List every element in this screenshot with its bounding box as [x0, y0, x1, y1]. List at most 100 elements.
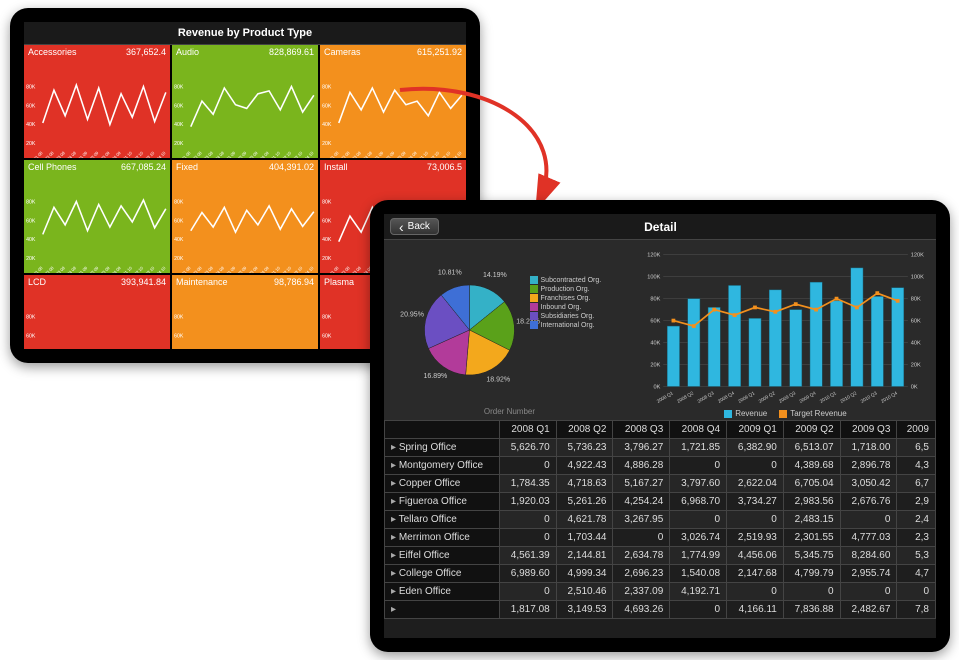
svg-text:60K: 60K — [174, 333, 184, 339]
svg-text:Q4 10: Q4 10 — [303, 150, 315, 158]
table-cell: 0 — [499, 583, 556, 601]
svg-text:Q2 10: Q2 10 — [281, 265, 293, 273]
svg-text:10.81%: 10.81% — [438, 269, 462, 276]
svg-text:Q4 08: Q4 08 — [65, 150, 77, 158]
svg-text:Q4 10: Q4 10 — [451, 150, 463, 158]
tile-cell-phones[interactable]: Cell Phones667,085.2420K40K60K80KQ1 08Q2… — [24, 160, 170, 273]
svg-text:Q3 08: Q3 08 — [54, 265, 66, 273]
svg-text:Q2 08: Q2 08 — [339, 265, 351, 273]
table-cell: 5,261.26 — [556, 493, 613, 511]
tile-label: Audio — [176, 47, 199, 57]
row-header[interactable]: College Office — [385, 565, 500, 583]
svg-text:Q3 10: Q3 10 — [440, 150, 452, 158]
legend-item: Franchises Org. — [530, 294, 602, 302]
tile-label: Cell Phones — [28, 162, 77, 172]
svg-text:2010 Q1: 2010 Q1 — [819, 390, 837, 404]
svg-text:60K: 60K — [26, 103, 36, 109]
svg-text:Q1 08: Q1 08 — [328, 265, 340, 273]
svg-text:40K: 40K — [911, 340, 921, 346]
row-header[interactable]: Tellaro Office — [385, 511, 500, 529]
table-cell: 4,561.39 — [499, 547, 556, 565]
row-header[interactable]: Merrimon Office — [385, 529, 500, 547]
svg-text:80K: 80K — [174, 85, 184, 91]
svg-text:2009 Q4: 2009 Q4 — [798, 390, 816, 404]
tile-cameras[interactable]: Cameras615,251.9220K40K60K80KQ1 08Q2 08Q… — [320, 45, 466, 158]
svg-text:Q3 08: Q3 08 — [202, 265, 214, 273]
table-cell: 3,026.74 — [670, 529, 727, 547]
svg-text:Q2 10: Q2 10 — [133, 150, 145, 158]
detail-table-wrap[interactable]: 2008 Q12008 Q22008 Q32008 Q42009 Q12009 … — [384, 420, 936, 638]
row-header[interactable]: Eden Office — [385, 583, 500, 601]
table-cell: 1,817.08 — [499, 601, 556, 619]
row-header[interactable]: Spring Office — [385, 439, 500, 457]
tile-label: Cameras — [324, 47, 361, 57]
detail-title: Detail — [439, 220, 882, 234]
svg-text:18.92%: 18.92% — [486, 377, 510, 384]
row-header[interactable]: Figueroa Office — [385, 493, 500, 511]
row-header[interactable] — [385, 601, 500, 619]
svg-text:120K: 120K — [911, 253, 924, 259]
svg-text:Q3 08: Q3 08 — [350, 265, 362, 273]
table-cell: 2,634.78 — [613, 547, 670, 565]
col-header: 2009 Q2 — [783, 421, 840, 439]
svg-text:80K: 80K — [322, 314, 332, 320]
row-header[interactable]: Copper Office — [385, 475, 500, 493]
table-cell: 6,968.70 — [670, 493, 727, 511]
svg-text:0K: 0K — [653, 384, 660, 390]
svg-text:Q1 09: Q1 09 — [373, 150, 385, 158]
tile-fixed[interactable]: Fixed404,391.0220K40K60K80KQ1 08Q2 08Q3 … — [172, 160, 318, 273]
tile-label: Maintenance — [176, 277, 228, 287]
table-cell: 2,483.15 — [783, 511, 840, 529]
table-cell: 4,718.63 — [556, 475, 613, 493]
svg-text:20K: 20K — [26, 141, 36, 147]
svg-text:Q4 09: Q4 09 — [110, 265, 122, 273]
table-cell: 6,989.60 — [499, 565, 556, 583]
svg-text:Q4 08: Q4 08 — [65, 265, 77, 273]
svg-text:60K: 60K — [322, 333, 332, 339]
tile-label: LCD — [28, 277, 46, 287]
svg-text:2008 Q4: 2008 Q4 — [717, 390, 735, 404]
table-cell: 1,718.00 — [840, 439, 897, 457]
svg-text:Q4 08: Q4 08 — [361, 150, 373, 158]
svg-text:14.19%: 14.19% — [483, 272, 507, 279]
table-cell: 0 — [670, 457, 727, 475]
table-cell: 0 — [670, 601, 727, 619]
table-cell: 2,337.09 — [613, 583, 670, 601]
tile-accessories[interactable]: Accessories367,652.420K40K60K80KQ1 08Q2 … — [24, 45, 170, 158]
table-cell: 3,734.27 — [727, 493, 784, 511]
svg-text:80K: 80K — [322, 199, 332, 205]
tile-audio[interactable]: Audio828,869.6120K40K60K80KQ1 08Q2 08Q3 … — [172, 45, 318, 158]
detail-screen: Back Detail 14.19%18.24%18.92%16.89%20.9… — [384, 214, 936, 638]
svg-text:20K: 20K — [26, 256, 36, 262]
pie-caption: Order Number — [384, 407, 635, 416]
svg-text:20K: 20K — [911, 362, 921, 368]
table-cell: 1,774.99 — [670, 547, 727, 565]
table-cell: 5,3 — [897, 547, 936, 565]
row-header[interactable]: Montgomery Office — [385, 457, 500, 475]
table-cell: 5,736.23 — [556, 439, 613, 457]
row-header[interactable]: Eiffel Office — [385, 547, 500, 565]
detail-header: Back Detail — [384, 214, 936, 240]
tile-value: 667,085.24 — [121, 162, 166, 172]
svg-text:Q2 09: Q2 09 — [236, 150, 248, 158]
table-cell: 0 — [897, 583, 936, 601]
legend-item: Production Org. — [530, 285, 602, 293]
pie-legend: Subcontracted Org.Production Org.Franchi… — [530, 276, 602, 330]
table-cell: 4,254.24 — [613, 493, 670, 511]
svg-text:Q1 09: Q1 09 — [77, 265, 89, 273]
tile-maintenance[interactable]: Maintenance98,786.9420K40K60K80KQ1 08Q2 … — [172, 275, 318, 349]
svg-text:Q2 08: Q2 08 — [191, 265, 203, 273]
table-cell: 5,167.27 — [613, 475, 670, 493]
back-button[interactable]: Back — [390, 218, 439, 235]
table-cell: 4,693.26 — [613, 601, 670, 619]
svg-text:Q4 09: Q4 09 — [110, 150, 122, 158]
table-cell: 0 — [727, 511, 784, 529]
svg-text:100K: 100K — [911, 275, 924, 281]
svg-text:60K: 60K — [174, 103, 184, 109]
svg-text:20K: 20K — [322, 141, 332, 147]
tile-value: 367,652.4 — [126, 47, 166, 57]
tile-lcd[interactable]: LCD393,941.8420K40K60K80KQ1 08Q2 08Q3 08… — [24, 275, 170, 349]
svg-text:2010 Q2: 2010 Q2 — [839, 390, 857, 404]
table-cell: 2,9 — [897, 493, 936, 511]
svg-text:Q1 08: Q1 08 — [180, 150, 192, 158]
